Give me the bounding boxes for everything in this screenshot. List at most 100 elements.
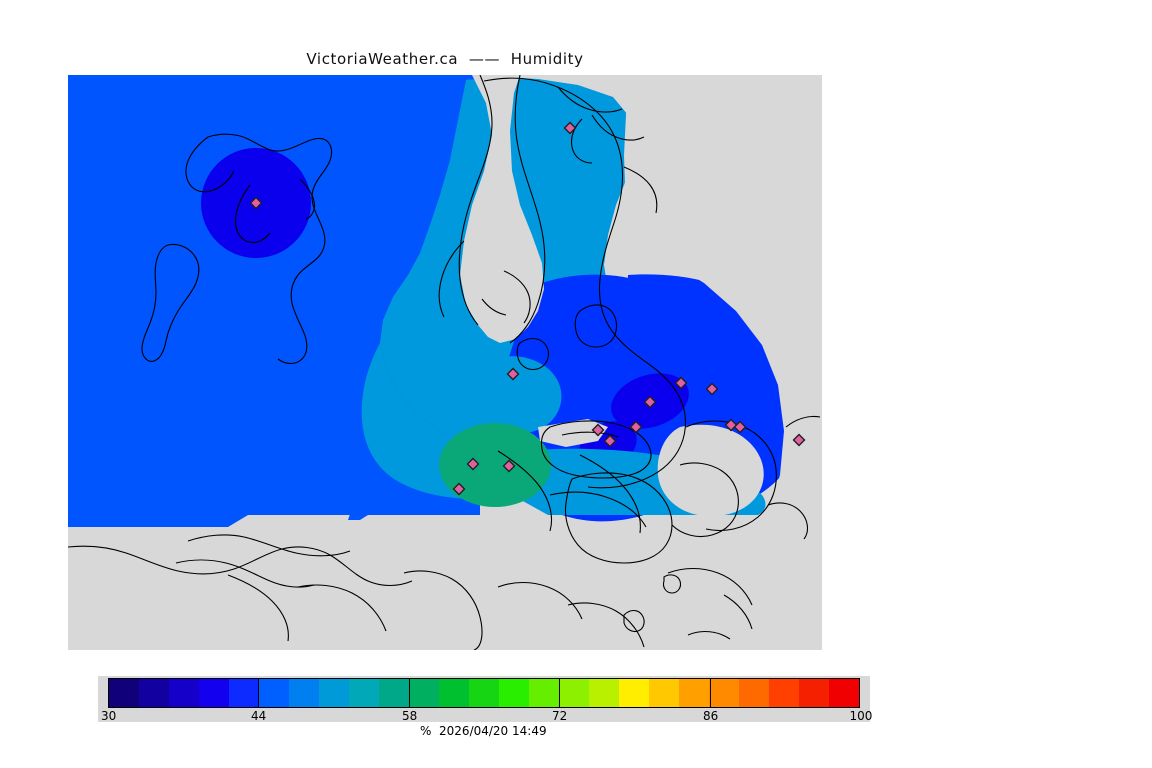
station-marker[interactable]: station-11: 57%	[792, 433, 806, 447]
colorbar-swatch-5	[259, 679, 289, 707]
region-cyan-pocket	[475, 356, 562, 434]
humidity-colorbar[interactable]	[108, 678, 860, 708]
colorbar-label-100: 100	[849, 709, 873, 723]
coast-south-east-a	[403, 570, 483, 650]
coast-south-far-e2	[723, 594, 753, 630]
coast-south-pen-s	[227, 574, 289, 642]
colorbar-swatch-8	[349, 679, 379, 707]
colorbar-caption: % 2026/04/20 14:49	[420, 724, 547, 738]
coast-east-tip	[767, 502, 809, 540]
coast-south-bay	[549, 491, 647, 528]
colorbar-label-86: 86	[703, 709, 719, 723]
colorbar-swatch-23	[799, 679, 829, 707]
colorbar-tick-86	[710, 678, 711, 708]
coast-south-pen-w	[497, 450, 553, 532]
station-marker[interactable]: station-15: 50%	[591, 423, 605, 437]
colorbar-swatch-12	[469, 679, 499, 707]
coast-central-notch	[481, 298, 507, 316]
station-marker-layer[interactable]: station-01: 41% station-02: 62% station-03…	[249, 121, 806, 496]
coast-nw-islet	[299, 178, 316, 220]
coast-inner-harbour	[540, 420, 652, 479]
coast-south-bay-n	[187, 534, 351, 557]
colorbar-swatch-18	[649, 679, 679, 707]
land-south-mainland	[68, 527, 822, 650]
colorbar-swatch-11	[439, 679, 469, 707]
coast-nw-island-inner	[234, 184, 271, 244]
page-title: VictoriaWeather.ca —— Humidity	[306, 50, 584, 68]
station-marker[interactable]: station-12: 70%	[466, 457, 480, 471]
coast-ne-bay	[570, 118, 593, 164]
coast-central-pen-e	[503, 270, 531, 324]
colorbar-tick-44	[258, 678, 259, 708]
colorbar-swatch-13	[499, 679, 529, 707]
station-marker[interactable]: station-03: 60%	[506, 367, 520, 381]
map-canvas: station-01: 41% station-02: 62% station-03…	[68, 75, 822, 650]
coast-south-far-e	[667, 567, 753, 606]
islet-b	[662, 574, 682, 594]
coast-ne-inlet-b	[591, 114, 645, 141]
colorbar-label-30: 30	[101, 709, 117, 723]
station-marker[interactable]: station-06: 43%	[643, 395, 657, 409]
weather-map[interactable]: station-01: 41% station-02: 62% station-03…	[68, 75, 822, 650]
station-marker[interactable]: station-08: 53%	[603, 434, 617, 448]
coast-nw-island	[207, 133, 333, 365]
colorbar-label-72: 72	[552, 709, 568, 723]
station-marker[interactable]: station-10: 54%	[733, 420, 747, 434]
colorbar-swatch-21	[739, 679, 769, 707]
colorbar-swatch-3	[199, 679, 229, 707]
colorbar-swatch-0	[109, 679, 139, 707]
colorbar-swatch-19	[679, 679, 709, 707]
coast-south-pen-e	[579, 454, 641, 534]
station-marker[interactable]: station-07: 45%	[629, 420, 643, 434]
islet-a	[623, 609, 645, 633]
colorbar-swatch-4	[229, 679, 259, 707]
colorbar-swatch-9	[379, 679, 409, 707]
colorbar-tick-100	[859, 678, 860, 708]
coast-north-mainland	[483, 77, 687, 489]
station-marker[interactable]: station-09: 54%	[724, 418, 738, 432]
colorbar-swatch-17	[619, 679, 649, 707]
coast-ne-point	[623, 166, 658, 214]
colorbar-swatch-24	[829, 679, 859, 707]
coast-far-east	[785, 415, 821, 428]
colorbar-tick-72	[559, 678, 560, 708]
lake-interior-b	[516, 337, 550, 371]
coast-south-inlet	[175, 559, 315, 588]
lake-interior-a	[574, 304, 618, 348]
station-marker[interactable]: station-14: 46%	[452, 482, 466, 496]
colorbar-swatch-1	[139, 679, 169, 707]
station-marker[interactable]: station-01: 41%	[249, 196, 263, 210]
coast-harbour-spit	[561, 431, 619, 438]
station-marker[interactable]: station-13: 70%	[502, 459, 516, 473]
colorbar-swatch-7	[319, 679, 349, 707]
colorbar-container: 30 44 58 72 86 100	[98, 676, 872, 723]
coast-nw-island-north	[185, 136, 235, 193]
colorbar-swatch-10	[409, 679, 439, 707]
colorbar-label-58: 58	[402, 709, 418, 723]
colorbar-swatch-2	[169, 679, 199, 707]
colorbar-swatch-20	[709, 679, 739, 707]
coast-east-island	[671, 462, 739, 538]
land-ne-mainland	[624, 75, 822, 650]
coast-north-east-edge	[509, 75, 546, 344]
station-marker[interactable]: station-02: 62%	[563, 121, 577, 135]
coast-south-east-b	[497, 581, 583, 620]
colorbar-swatch-6	[289, 679, 319, 707]
coast-sw-islet-chain	[141, 243, 200, 362]
region-green-pocket	[439, 423, 551, 507]
coast-south-hook	[297, 584, 387, 632]
coast-south-island	[564, 472, 673, 564]
colorbar-swatch-15	[559, 679, 589, 707]
station-marker[interactable]: station-05: 55%	[705, 382, 719, 396]
colorbar-label-44: 44	[251, 709, 267, 723]
station-marker[interactable]: station-04: 61%	[674, 376, 688, 390]
region-sw-wedge	[68, 485, 248, 527]
colorbar-swatch-14	[529, 679, 559, 707]
coast-ne-inlet-a	[557, 86, 623, 113]
land-central-gap	[460, 75, 544, 343]
coast-central-pen-w	[438, 240, 465, 318]
coast-south-islet	[687, 630, 731, 640]
coast-south-mainland-n	[68, 545, 413, 587]
colorbar-swatch-16	[589, 679, 619, 707]
colorbar-swatch-22	[769, 679, 799, 707]
